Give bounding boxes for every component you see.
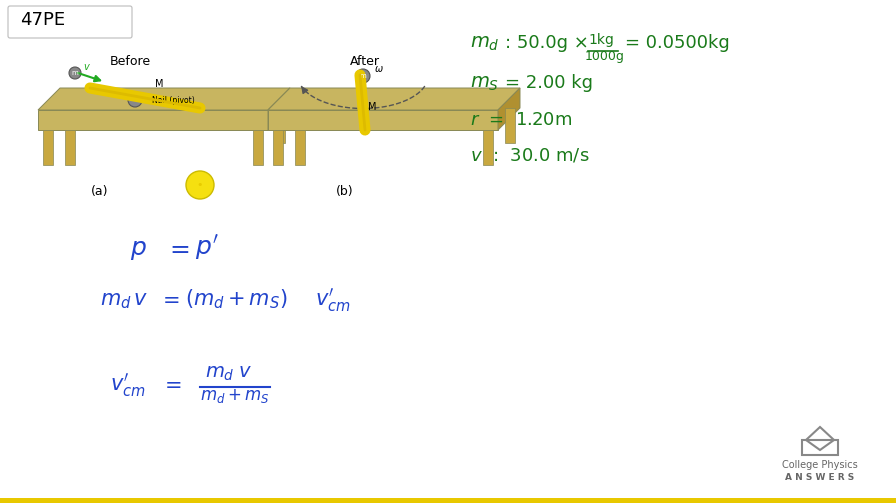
Polygon shape bbox=[505, 108, 515, 143]
Text: : 50.0g ×: : 50.0g × bbox=[505, 34, 589, 52]
FancyBboxPatch shape bbox=[8, 6, 132, 38]
Text: $=$: $=$ bbox=[160, 374, 182, 394]
Text: v: v bbox=[83, 62, 89, 72]
Text: $p'$: $p'$ bbox=[195, 233, 219, 262]
Polygon shape bbox=[498, 88, 520, 130]
Polygon shape bbox=[253, 130, 263, 165]
Text: Nail (pivot): Nail (pivot) bbox=[152, 96, 194, 105]
Text: $=$: $=$ bbox=[158, 289, 179, 309]
Text: •: • bbox=[197, 180, 203, 190]
Circle shape bbox=[186, 171, 214, 199]
Text: $r$  =  1.20m: $r$ = 1.20m bbox=[470, 111, 573, 129]
Circle shape bbox=[128, 93, 142, 107]
Text: $v_{cm}'$: $v_{cm}'$ bbox=[110, 371, 146, 398]
Polygon shape bbox=[43, 130, 53, 165]
Text: $m_d$: $m_d$ bbox=[100, 291, 132, 310]
Text: A N S W E R S: A N S W E R S bbox=[786, 473, 855, 482]
Circle shape bbox=[356, 69, 370, 83]
Text: 1kg: 1kg bbox=[588, 33, 614, 47]
Text: $m_S$: $m_S$ bbox=[470, 74, 499, 93]
Text: $v_{cm}'$: $v_{cm}'$ bbox=[315, 286, 350, 313]
Circle shape bbox=[69, 67, 81, 79]
Polygon shape bbox=[268, 88, 520, 110]
Text: = 2.00 kg: = 2.00 kg bbox=[505, 74, 593, 92]
Text: = 0.0500kg: = 0.0500kg bbox=[625, 34, 729, 52]
Polygon shape bbox=[273, 130, 283, 165]
Text: Before: Before bbox=[109, 55, 151, 68]
Text: (b): (b) bbox=[336, 185, 354, 198]
Text: $v$: $v$ bbox=[133, 289, 148, 309]
Polygon shape bbox=[268, 110, 498, 130]
Text: After: After bbox=[350, 55, 380, 68]
Text: $m_d + m_S$: $m_d + m_S$ bbox=[200, 387, 270, 405]
Polygon shape bbox=[268, 88, 290, 130]
Text: $m_d \; v$: $m_d \; v$ bbox=[205, 364, 253, 383]
Polygon shape bbox=[0, 498, 896, 503]
Text: $m_d$: $m_d$ bbox=[470, 34, 500, 53]
Polygon shape bbox=[275, 108, 285, 143]
Text: 1000g: 1000g bbox=[585, 50, 625, 63]
Text: $p$: $p$ bbox=[130, 238, 147, 262]
Text: $(m_d + m_S)$: $(m_d + m_S)$ bbox=[185, 287, 288, 310]
Polygon shape bbox=[65, 130, 75, 165]
Text: College Physics: College Physics bbox=[782, 460, 857, 470]
Text: $v$  :  30.0 m/s: $v$ : 30.0 m/s bbox=[470, 146, 590, 164]
Polygon shape bbox=[295, 130, 305, 165]
Text: ω: ω bbox=[375, 64, 383, 74]
Text: M: M bbox=[368, 102, 376, 112]
Text: (a): (a) bbox=[91, 185, 108, 198]
Polygon shape bbox=[38, 110, 268, 130]
Text: M: M bbox=[155, 79, 163, 89]
Text: 47PE: 47PE bbox=[20, 11, 65, 29]
Polygon shape bbox=[38, 88, 290, 110]
Polygon shape bbox=[483, 130, 493, 165]
Text: $=$: $=$ bbox=[165, 236, 190, 260]
Text: m: m bbox=[359, 73, 366, 79]
Text: m: m bbox=[72, 70, 78, 76]
